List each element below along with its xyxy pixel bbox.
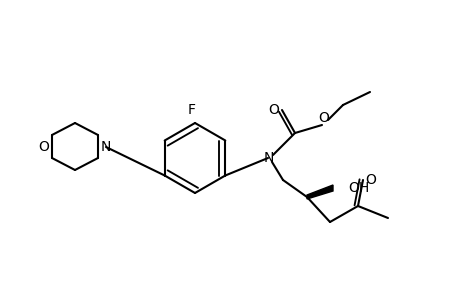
Polygon shape (306, 185, 332, 199)
Text: N: N (263, 151, 274, 165)
Text: O: O (39, 140, 49, 154)
Text: F: F (188, 103, 196, 117)
Text: OH: OH (347, 181, 369, 195)
Text: O: O (318, 111, 329, 125)
Text: O: O (365, 173, 375, 187)
Text: N: N (101, 140, 111, 154)
Text: O: O (268, 103, 279, 117)
